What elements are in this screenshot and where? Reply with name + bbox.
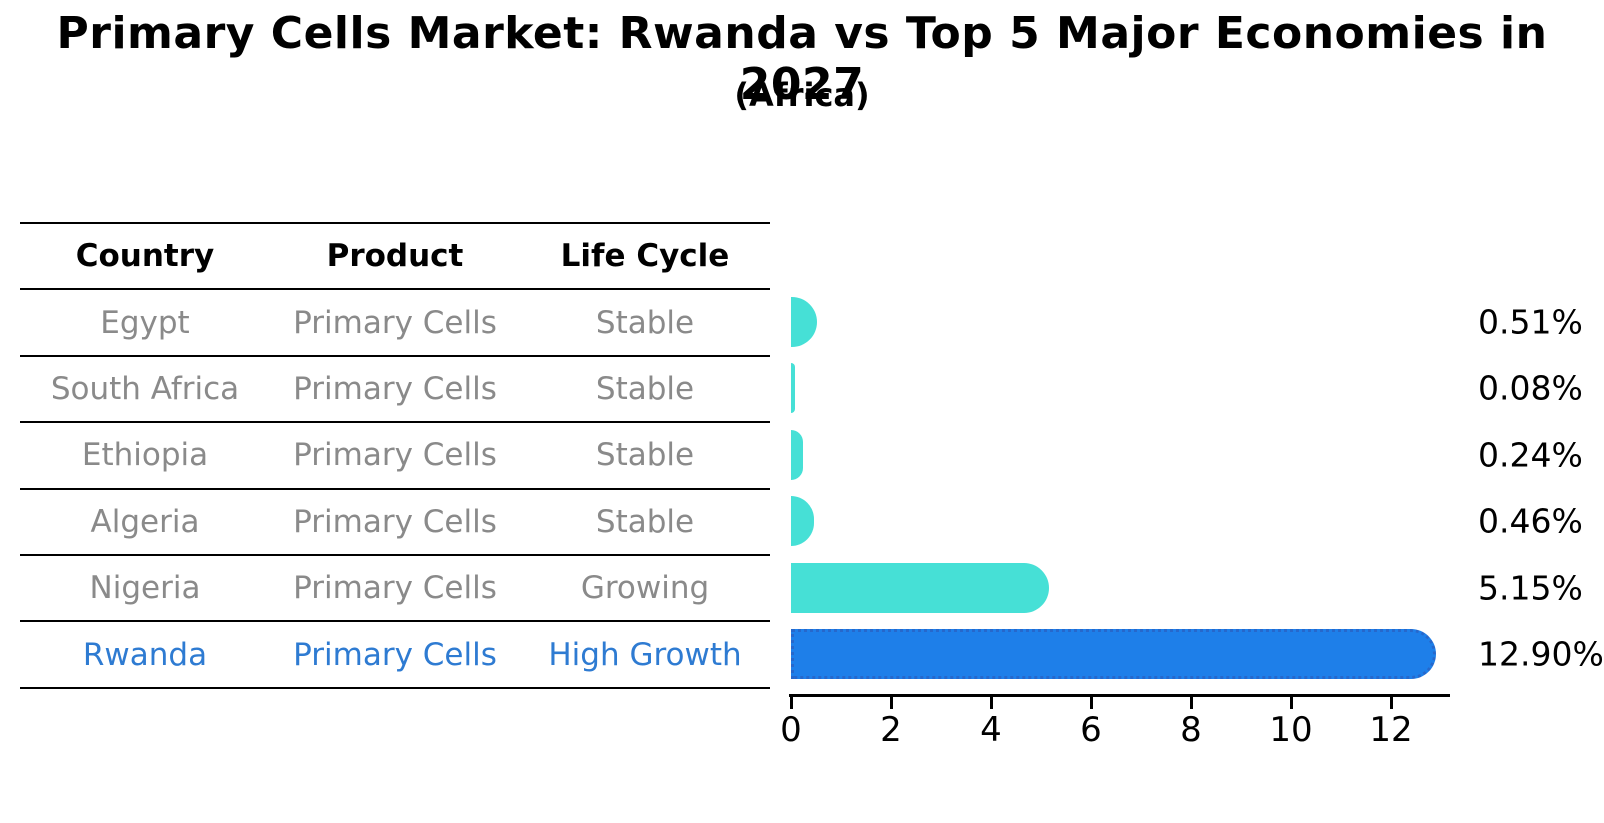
x-tick-mark <box>890 697 893 709</box>
cell-country: South Africa <box>50 370 240 407</box>
cell-country: Egypt <box>100 304 190 341</box>
table-row: Algeria Primary Cells Stable <box>20 487 770 554</box>
chart-title: Primary Cells Market: Rwanda vs Top 5 Ma… <box>56 8 1548 110</box>
x-tick-label: 6 <box>1080 710 1102 750</box>
cell-product: Primary Cells <box>293 304 497 341</box>
bar-value-label: 12.90% <box>1478 634 1604 674</box>
x-tick-mark <box>1290 697 1293 709</box>
cell-country: Ethiopia <box>81 437 209 474</box>
table-row: Egypt Primary Cells Stable <box>20 288 770 354</box>
x-tick-mark <box>790 697 793 709</box>
x-tick-mark <box>1190 697 1193 709</box>
x-tick-label: 10 <box>1269 710 1313 750</box>
bar-value-label: 0.08% <box>1478 368 1583 408</box>
bar-ethiopia <box>791 429 803 480</box>
bar-algeria <box>791 496 814 547</box>
column-header-product: Product <box>326 238 464 275</box>
cell-life-cycle: Growing <box>580 570 710 607</box>
table-header-row: Country Product Life Cycle <box>20 222 770 288</box>
cell-life-cycle: Stable <box>595 503 695 540</box>
country-table: Country Product Life Cycle Egypt Primary… <box>20 222 770 689</box>
table-row: South Africa Primary Cells Stable <box>20 354 770 421</box>
bar-nigeria <box>791 562 1049 613</box>
table-row: Rwanda Primary Cells High Growth <box>20 620 770 686</box>
cell-product: Primary Cells <box>293 636 497 673</box>
x-tick-mark <box>1090 697 1093 709</box>
column-header-country: Country <box>75 238 215 275</box>
cell-life-cycle: Stable <box>595 370 695 407</box>
cell-life-cycle: Stable <box>595 437 695 474</box>
table-row: Nigeria Primary Cells Growing <box>20 553 770 620</box>
cell-country: Algeria <box>90 503 200 540</box>
cell-country: Rwanda <box>82 636 208 673</box>
cell-product: Primary Cells <box>293 503 497 540</box>
bar-value-label: 0.51% <box>1478 302 1583 342</box>
x-tick-label: 4 <box>980 710 1002 750</box>
x-axis-line <box>789 694 1450 697</box>
cell-product: Primary Cells <box>293 370 497 407</box>
table-row: Ethiopia Primary Cells Stable <box>20 421 770 487</box>
x-tick-label: 2 <box>880 710 902 750</box>
bar-south-africa <box>791 363 795 414</box>
cell-life-cycle: High Growth <box>548 636 742 673</box>
cell-life-cycle: Stable <box>595 304 695 341</box>
x-tick-label: 8 <box>1180 710 1202 750</box>
x-tick-mark <box>990 697 993 709</box>
bar-value-label: 0.46% <box>1478 501 1583 541</box>
cell-product: Primary Cells <box>293 570 497 607</box>
bar-value-label: 0.24% <box>1478 435 1583 475</box>
column-header-life-cycle: Life Cycle <box>560 238 730 275</box>
cell-product: Primary Cells <box>293 437 497 474</box>
chart-subtitle: (Africa) <box>734 76 870 114</box>
bar-egypt <box>791 297 817 347</box>
x-tick-label: 0 <box>780 710 802 750</box>
cell-country: Nigeria <box>89 570 201 607</box>
bar-rwanda <box>791 629 1436 679</box>
x-tick-mark <box>1390 697 1393 709</box>
bar-value-label: 5.15% <box>1478 568 1583 608</box>
x-tick-label: 12 <box>1369 710 1413 750</box>
